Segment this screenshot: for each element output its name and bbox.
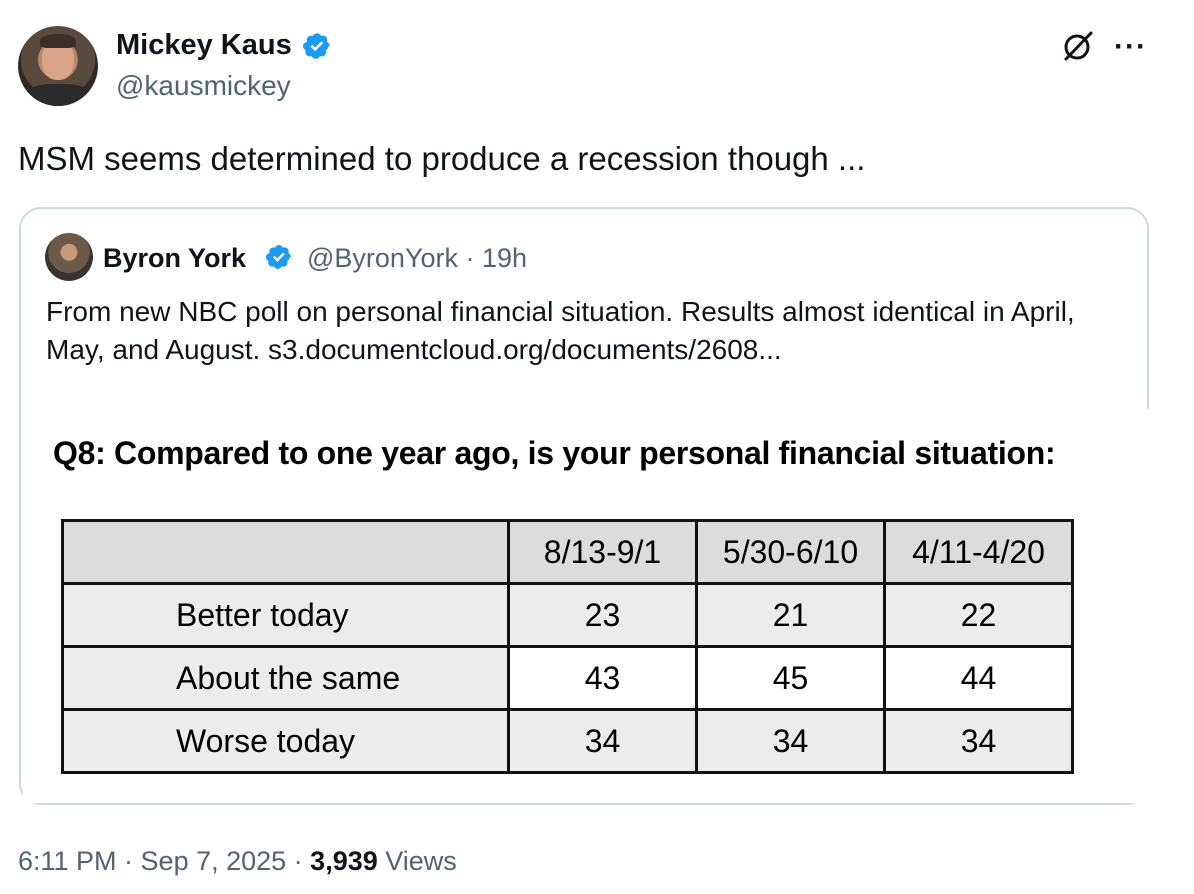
author-handle[interactable]: @kausmickey [116,70,291,101]
row-label: Worse today [61,708,510,774]
views-count: 3,939 [310,846,378,876]
views-label: Views [377,846,457,876]
table-cell: 34 [507,708,698,774]
poll-table-image[interactable]: Q8: Compared to one year ago, is your pe… [23,409,1149,803]
table-header-cell: 4/11-4/20 [883,519,1074,585]
table-header-cell: 8/13-9/1 [507,519,698,585]
table-cell: 44 [883,645,1074,711]
table-header-blank [61,519,510,585]
author-avatar[interactable] [18,26,98,106]
table-cell: 22 [883,582,1074,648]
table-header-cell: 5/30-6/10 [695,519,886,585]
verified-badge-icon [302,33,330,59]
quote-text: From new NBC poll on personal financial … [46,296,1075,365]
verified-badge-icon [265,245,291,269]
timestamp[interactable]: 6:11 PM · Sep 7, 2025 · [18,846,311,876]
quote-author-name[interactable]: Byron York [103,243,247,273]
tweet-meta: 6:11 PM · Sep 7, 2025 · 3,939 Views [18,846,457,877]
table-cell: 21 [695,582,886,648]
table-cell: 45 [695,645,886,711]
author-name[interactable]: Mickey Kaus [116,29,292,61]
table-cell: 43 [507,645,698,711]
quote-handle-time[interactable]: @ByronYork · 19h [307,243,528,273]
tweet-text: MSM seems determined to produce a recess… [18,140,866,177]
quoted-tweet-card[interactable]: Byron York @ByronYork · 19h From new NBC… [19,207,1149,805]
more-icon[interactable]: ··· [1114,30,1147,63]
row-label: Better today [61,582,510,648]
table-row: About the same 43 45 44 [61,645,1074,711]
grok-icon[interactable] [1060,28,1096,64]
table-row: Better today 23 21 22 [61,582,1074,648]
poll-question: Q8: Compared to one year ago, is your pe… [53,435,1056,471]
table-cell: 23 [507,582,698,648]
poll-table: 8/13-9/1 5/30-6/10 4/11-4/20 Better toda… [61,519,1074,774]
quote-author-avatar[interactable] [45,233,93,281]
table-cell: 34 [695,708,886,774]
table-header-row: 8/13-9/1 5/30-6/10 4/11-4/20 [61,519,1074,585]
row-label: About the same [61,645,510,711]
table-row: Worse today 34 34 34 [61,708,1074,774]
table-cell: 34 [883,708,1074,774]
